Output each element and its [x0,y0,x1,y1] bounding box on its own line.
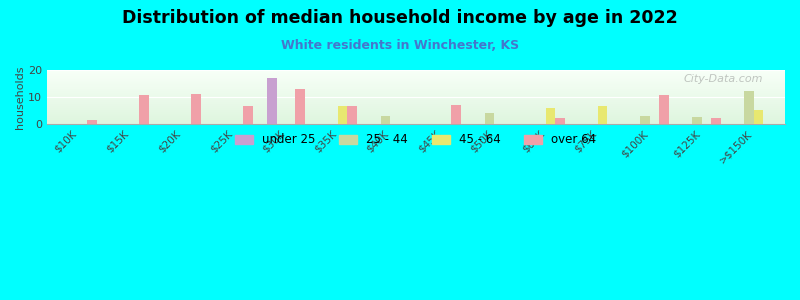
Bar [46,86,785,87]
Bar [46,95,785,96]
Bar [347,106,357,124]
Bar [754,110,763,124]
Text: Distribution of median household income by age in 2022: Distribution of median household income … [122,9,678,27]
Bar [338,106,347,124]
Bar [46,74,785,75]
Bar [46,102,785,103]
Bar [641,116,650,124]
Bar [46,76,785,77]
Bar [46,83,785,84]
Bar [46,109,785,110]
Bar [46,97,785,98]
Bar [46,82,785,83]
Y-axis label: households: households [15,65,25,129]
Bar [46,84,785,85]
Bar [598,106,607,124]
Bar [46,99,785,100]
Bar [46,103,785,104]
Bar [295,89,305,124]
Bar [46,88,785,89]
Bar [46,105,785,106]
Bar [46,119,785,120]
Bar [46,98,785,99]
Bar [546,108,555,124]
Bar [191,94,201,124]
Bar [46,117,785,118]
Bar [381,116,390,124]
Bar [267,78,277,124]
Bar [46,106,785,107]
Bar [139,95,149,124]
Text: White residents in Winchester, KS: White residents in Winchester, KS [281,39,519,52]
Bar [46,93,785,94]
Bar [46,92,785,93]
Bar [46,90,785,91]
Bar [46,104,785,105]
Bar [46,123,785,124]
Bar [46,85,785,86]
Bar [555,118,565,124]
Bar [46,87,785,88]
Bar [46,110,785,111]
Bar [46,122,785,123]
Bar [485,113,494,124]
Bar [745,92,754,124]
Bar [46,101,785,102]
Bar [46,81,785,82]
Bar [46,100,785,101]
Bar [46,107,785,108]
Bar [46,71,785,72]
Bar [87,120,97,124]
Bar [659,95,669,124]
Bar [46,78,785,79]
Bar [46,108,785,109]
Bar [46,121,785,122]
Bar [46,116,785,117]
Bar [711,118,721,124]
Bar [243,106,253,124]
Bar [46,94,785,95]
Bar [46,114,785,115]
Bar [46,96,785,97]
Bar [451,105,461,124]
Bar [46,80,785,81]
Bar [46,75,785,76]
Bar [46,120,785,121]
Text: City-Data.com: City-Data.com [683,74,763,84]
Bar [46,115,785,116]
Legend: under 25, 25 - 44, 45 - 64, over 64: under 25, 25 - 44, 45 - 64, over 64 [230,129,602,151]
Bar [46,73,785,74]
Bar [46,113,785,114]
Bar [46,89,785,90]
Bar [46,77,785,78]
Bar [46,72,785,73]
Bar [46,79,785,80]
Bar [46,112,785,113]
Bar [693,117,702,124]
Bar [46,111,785,112]
Bar [46,70,785,71]
Bar [46,118,785,119]
